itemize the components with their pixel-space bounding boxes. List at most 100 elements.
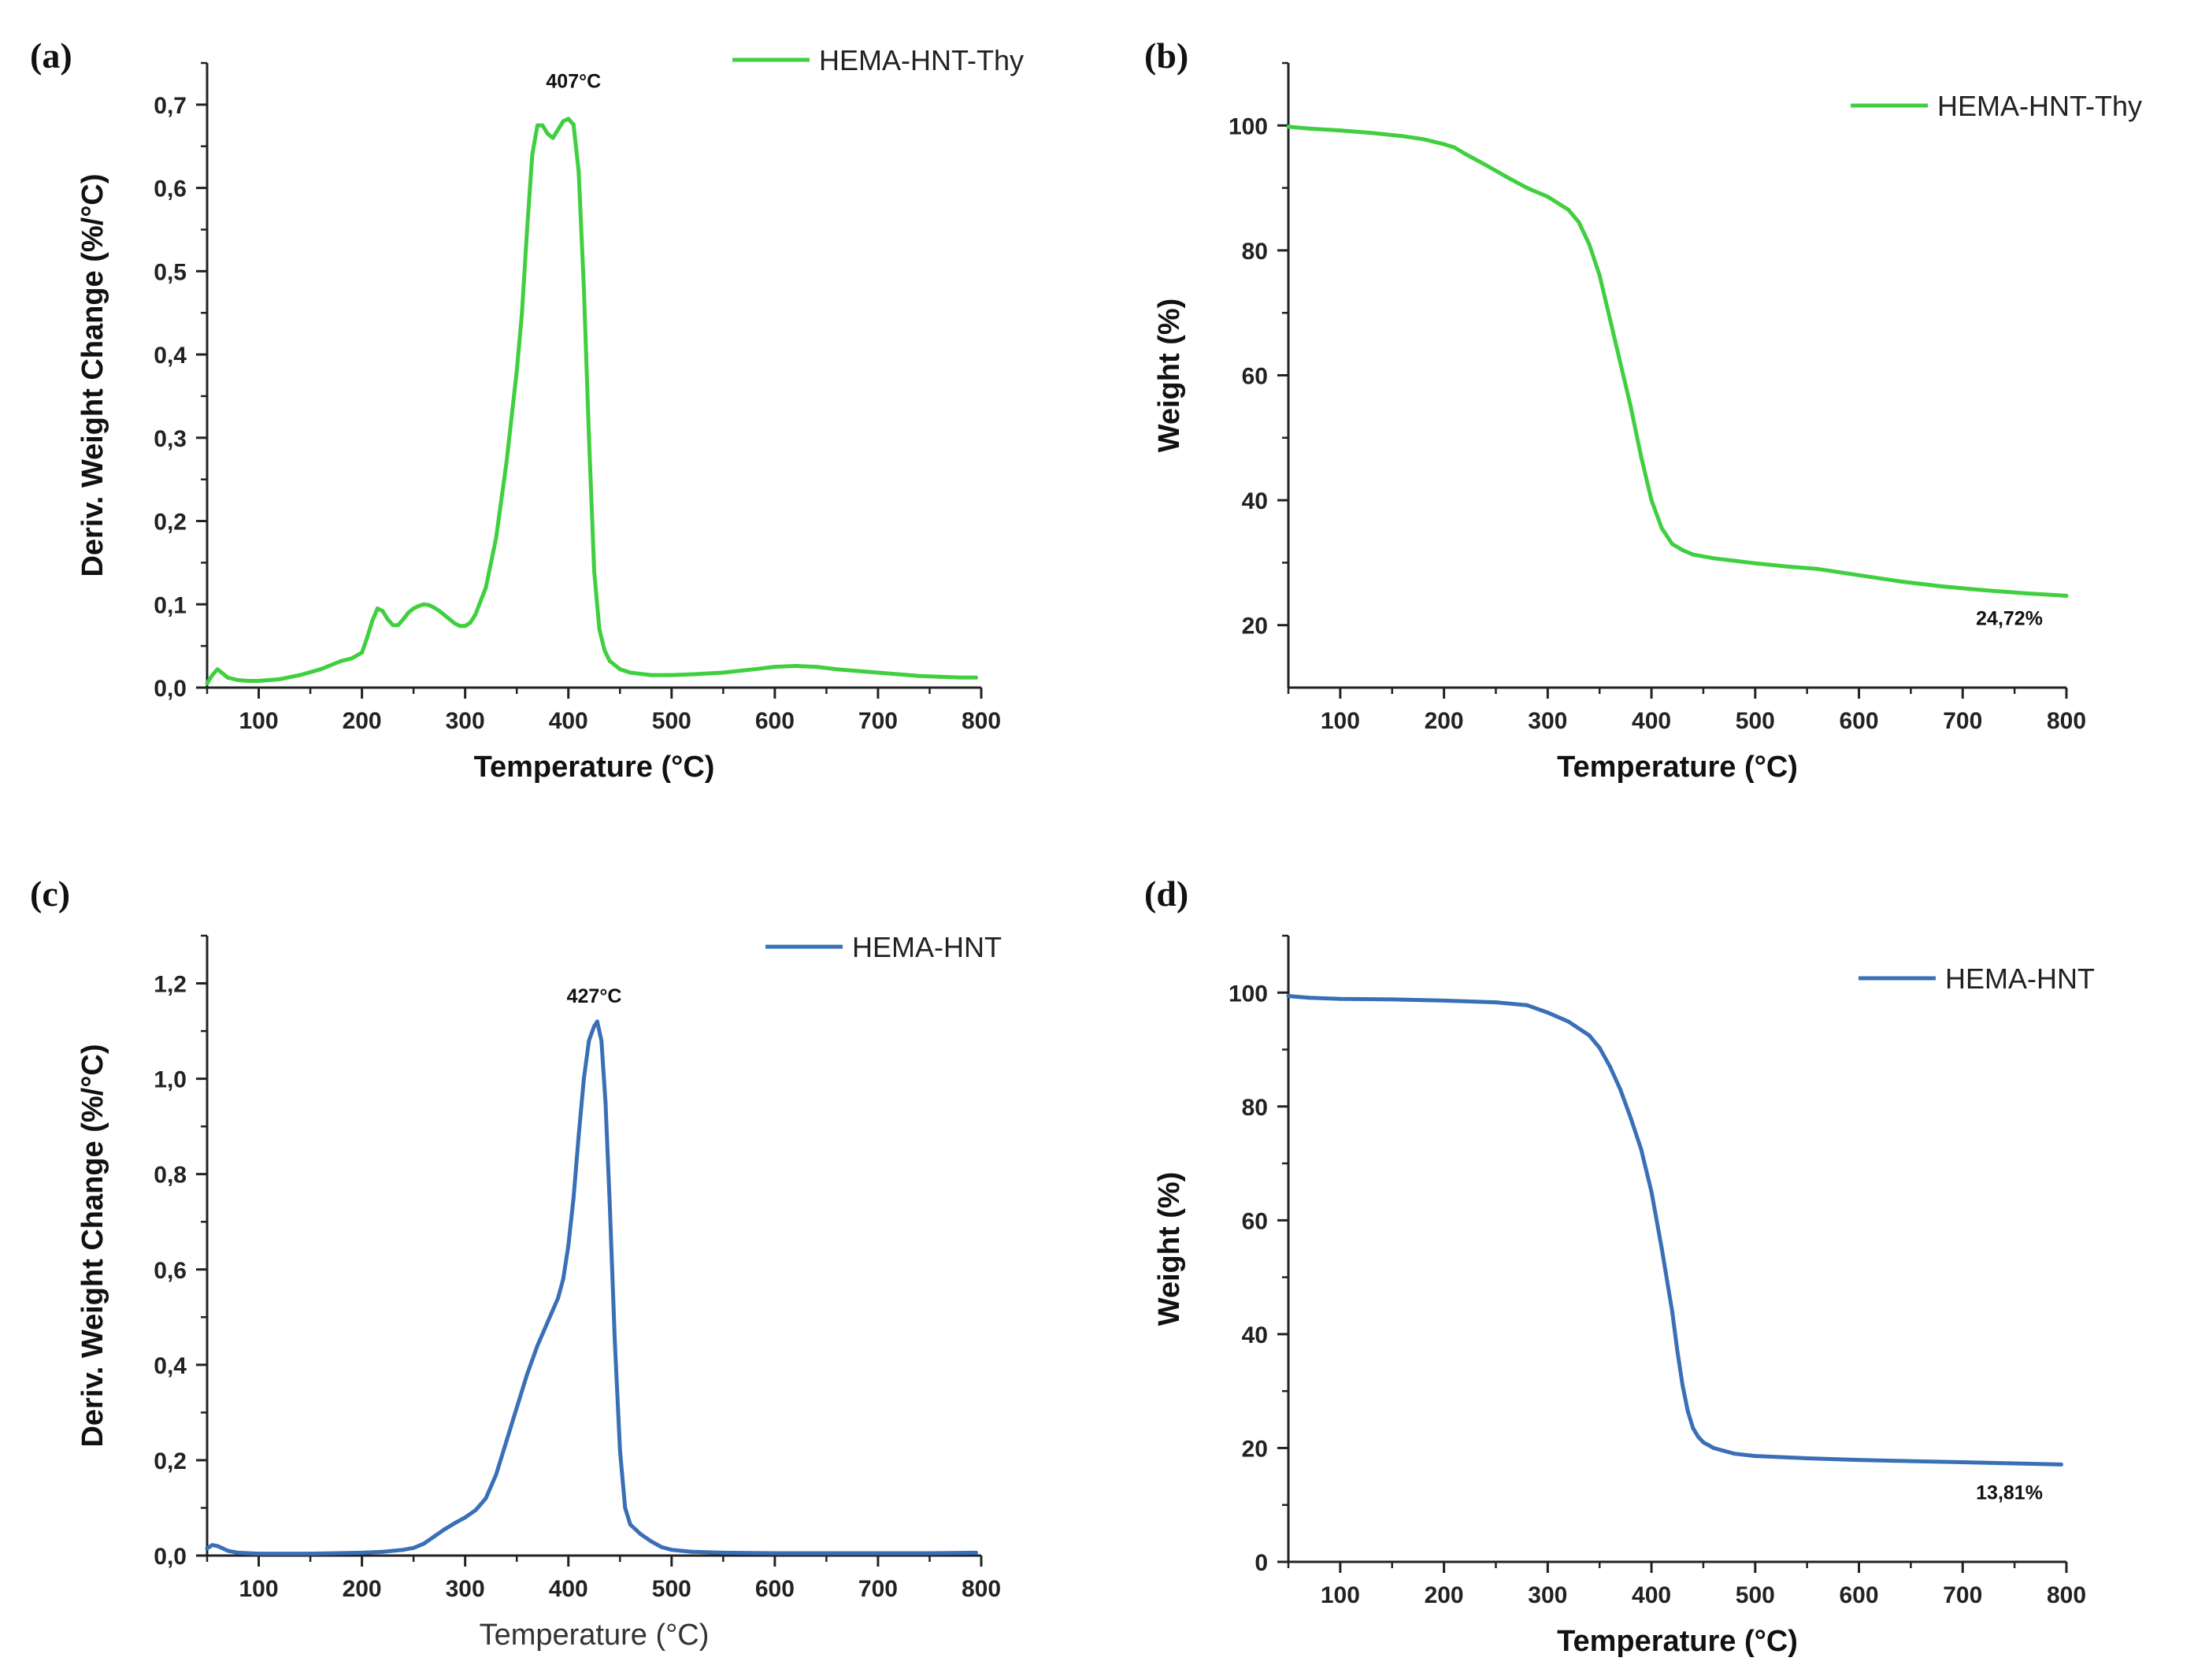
data-point bbox=[318, 667, 323, 672]
data-point bbox=[535, 123, 539, 128]
data-point bbox=[603, 1100, 608, 1105]
data-point bbox=[824, 1551, 828, 1556]
data-point bbox=[649, 673, 654, 677]
data-point bbox=[550, 135, 555, 140]
data-point bbox=[546, 1319, 550, 1324]
data-point bbox=[561, 1277, 565, 1281]
data-point bbox=[587, 436, 591, 440]
y-tick-label: 100 bbox=[1229, 981, 1268, 1007]
data-point bbox=[504, 1439, 509, 1444]
data-point bbox=[752, 667, 757, 672]
data-point bbox=[546, 132, 550, 136]
data-point bbox=[1597, 273, 1602, 278]
data-point bbox=[896, 672, 901, 677]
data-point bbox=[396, 623, 400, 628]
data-point bbox=[375, 606, 380, 611]
data-point bbox=[1784, 564, 1788, 569]
data-point bbox=[571, 1196, 576, 1200]
y-tick-label: 80 bbox=[1242, 1095, 1268, 1121]
data-point bbox=[524, 228, 529, 232]
data-point bbox=[773, 1551, 777, 1556]
data-point bbox=[1649, 498, 1654, 503]
data-point bbox=[401, 1548, 406, 1552]
data-point bbox=[587, 1038, 591, 1043]
data-point bbox=[540, 123, 545, 128]
data-point bbox=[669, 673, 674, 677]
data-point bbox=[225, 1548, 230, 1553]
data-point bbox=[607, 658, 612, 663]
data-point bbox=[1369, 131, 1373, 135]
data-point bbox=[773, 665, 777, 669]
data-point bbox=[308, 1552, 313, 1556]
annotation-label: 13,81% bbox=[1976, 1482, 2043, 1504]
panel-label: (d) bbox=[1144, 873, 1188, 914]
x-tick-label: 100 bbox=[239, 1576, 279, 1602]
data-point bbox=[339, 658, 343, 663]
data-point bbox=[421, 1541, 426, 1546]
data-point bbox=[1462, 151, 1467, 156]
data-point bbox=[385, 617, 390, 621]
x-tick-label: 800 bbox=[962, 708, 1001, 734]
data-point bbox=[1618, 1087, 1622, 1092]
data-point bbox=[421, 602, 426, 606]
data-point bbox=[210, 673, 215, 677]
legend-label: HEMA-HNT-Thy bbox=[819, 44, 1024, 76]
data-point bbox=[928, 1551, 932, 1556]
x-tick-label: 600 bbox=[755, 1576, 795, 1602]
x-tick-label: 400 bbox=[1632, 1582, 1671, 1608]
data-point bbox=[1659, 1247, 1664, 1251]
data-point bbox=[602, 647, 607, 652]
annotation-label: 24,72% bbox=[1976, 608, 2043, 630]
data-point bbox=[437, 609, 442, 614]
x-tick-label: 800 bbox=[2047, 708, 2086, 734]
data-point bbox=[1670, 1309, 1674, 1314]
x-tick-label: 700 bbox=[1943, 708, 1982, 734]
data-point bbox=[1639, 1147, 1644, 1152]
x-tick-label: 400 bbox=[1632, 708, 1671, 734]
data-point bbox=[1629, 404, 1633, 409]
x-tick-label: 700 bbox=[1943, 1582, 1982, 1608]
y-tick-label: 0,2 bbox=[154, 510, 187, 536]
data-point bbox=[1733, 1452, 1736, 1456]
y-tick-label: 60 bbox=[1242, 1208, 1268, 1234]
y-tick-label: 0,4 bbox=[154, 343, 187, 369]
data-point bbox=[1857, 1458, 1861, 1463]
data-point bbox=[432, 1534, 436, 1539]
data-point bbox=[1691, 552, 1696, 557]
x-tick-label: 300 bbox=[1528, 708, 1567, 734]
data-point bbox=[257, 1552, 261, 1556]
data-point bbox=[1306, 126, 1311, 131]
data-point bbox=[628, 1522, 632, 1527]
data-point bbox=[1681, 1383, 1685, 1388]
data-point bbox=[1442, 142, 1447, 146]
data-point bbox=[561, 119, 565, 124]
data-point bbox=[813, 665, 818, 669]
data-point bbox=[1421, 137, 1425, 142]
x-tick-label: 100 bbox=[239, 708, 279, 734]
y-tick-label: 0,8 bbox=[154, 1163, 187, 1189]
series-line bbox=[1286, 124, 2069, 598]
y-tick-label: 0,5 bbox=[154, 259, 187, 285]
y-tick-label: 100 bbox=[1229, 113, 1268, 139]
data-point bbox=[411, 606, 416, 611]
data-point bbox=[1525, 186, 1529, 191]
data-point bbox=[391, 623, 395, 628]
data-point bbox=[1711, 556, 1716, 561]
data-point bbox=[581, 286, 586, 290]
data-point bbox=[1681, 548, 1685, 552]
y-tick-label: 0,6 bbox=[154, 1258, 187, 1284]
data-point bbox=[599, 1038, 604, 1043]
data-point bbox=[2059, 1462, 2063, 1467]
data-point bbox=[1607, 1064, 1612, 1069]
x-axis-label: Temperature (°C) bbox=[1557, 751, 1798, 784]
y-axis-label: Weight (%) bbox=[1153, 1172, 1186, 1326]
data-point bbox=[380, 1549, 385, 1554]
y-tick-label: 1,2 bbox=[154, 972, 187, 998]
data-point bbox=[221, 1546, 225, 1551]
data-point bbox=[938, 674, 943, 679]
data-point bbox=[581, 1077, 586, 1081]
y-tick-label: 20 bbox=[1242, 614, 1268, 640]
data-point bbox=[494, 536, 498, 540]
data-point bbox=[835, 667, 839, 672]
y-axis-label: Deriv. Weight Change (%/°C) bbox=[76, 1044, 109, 1447]
